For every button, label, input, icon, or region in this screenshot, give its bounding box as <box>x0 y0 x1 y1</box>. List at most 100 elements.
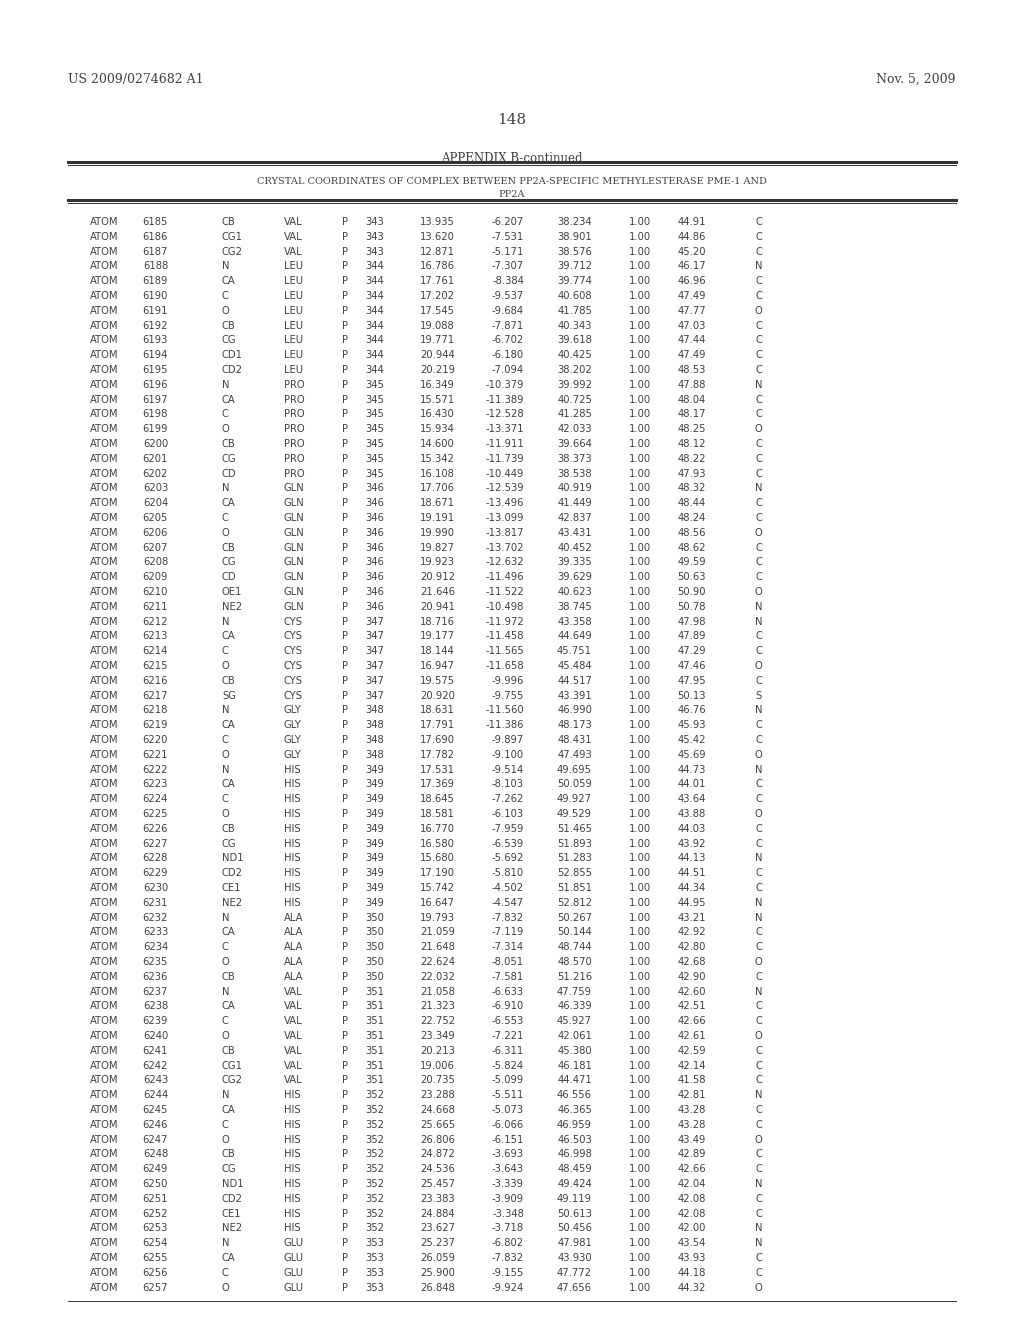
Text: 148: 148 <box>498 114 526 127</box>
Text: C: C <box>755 335 762 346</box>
Text: 1.00: 1.00 <box>629 587 651 597</box>
Text: C: C <box>755 795 762 804</box>
Text: P: P <box>342 883 348 894</box>
Text: LEU: LEU <box>284 290 303 301</box>
Text: -7.307: -7.307 <box>492 261 524 272</box>
Text: 6222: 6222 <box>142 764 168 775</box>
Text: 1.00: 1.00 <box>629 1016 651 1026</box>
Text: ATOM: ATOM <box>90 1105 119 1115</box>
Text: 42.00: 42.00 <box>678 1224 706 1233</box>
Text: 40.425: 40.425 <box>557 350 592 360</box>
Text: N: N <box>222 912 229 923</box>
Text: 47.89: 47.89 <box>678 631 706 642</box>
Text: N: N <box>755 986 762 997</box>
Text: 46.990: 46.990 <box>557 705 592 715</box>
Text: 6244: 6244 <box>142 1090 168 1100</box>
Text: C: C <box>755 350 762 360</box>
Text: 351: 351 <box>365 1045 384 1056</box>
Text: ATOM: ATOM <box>90 809 119 818</box>
Text: 1.00: 1.00 <box>629 1150 651 1159</box>
Text: 22.624: 22.624 <box>420 957 455 968</box>
Text: 346: 346 <box>366 557 384 568</box>
Text: 16.647: 16.647 <box>420 898 455 908</box>
Text: 17.761: 17.761 <box>420 276 455 286</box>
Text: 352: 352 <box>365 1090 384 1100</box>
Text: O: O <box>222 1283 229 1292</box>
Text: 50.90: 50.90 <box>678 587 706 597</box>
Text: 50.78: 50.78 <box>678 602 706 611</box>
Text: GLN: GLN <box>284 528 305 537</box>
Text: P: P <box>342 587 348 597</box>
Text: 6192: 6192 <box>142 321 168 330</box>
Text: 51.893: 51.893 <box>557 838 592 849</box>
Text: C: C <box>755 321 762 330</box>
Text: C: C <box>222 290 229 301</box>
Text: N: N <box>755 616 762 627</box>
Text: 42.51: 42.51 <box>677 1002 706 1011</box>
Text: 46.503: 46.503 <box>557 1135 592 1144</box>
Text: P: P <box>342 335 348 346</box>
Text: 6201: 6201 <box>142 454 168 463</box>
Text: VAL: VAL <box>284 1045 303 1056</box>
Text: -5.171: -5.171 <box>492 247 524 256</box>
Text: P: P <box>342 1076 348 1085</box>
Text: 42.59: 42.59 <box>677 1045 706 1056</box>
Text: 6200: 6200 <box>142 440 168 449</box>
Text: ATOM: ATOM <box>90 395 119 405</box>
Text: 346: 346 <box>366 543 384 553</box>
Text: 1.00: 1.00 <box>629 409 651 420</box>
Text: ATOM: ATOM <box>90 380 119 389</box>
Text: -7.959: -7.959 <box>492 824 524 834</box>
Text: PRO: PRO <box>284 440 304 449</box>
Text: GLN: GLN <box>284 557 305 568</box>
Text: P: P <box>342 440 348 449</box>
Text: 1.00: 1.00 <box>629 928 651 937</box>
Text: 48.570: 48.570 <box>557 957 592 968</box>
Text: C: C <box>755 1193 762 1204</box>
Text: 38.576: 38.576 <box>557 247 592 256</box>
Text: ATOM: ATOM <box>90 440 119 449</box>
Text: O: O <box>755 424 762 434</box>
Text: N: N <box>755 912 762 923</box>
Text: ATOM: ATOM <box>90 602 119 611</box>
Text: 6249: 6249 <box>142 1164 168 1175</box>
Text: 22.032: 22.032 <box>420 972 455 982</box>
Text: 17.369: 17.369 <box>420 779 455 789</box>
Text: 42.90: 42.90 <box>678 972 706 982</box>
Text: 1.00: 1.00 <box>629 1031 651 1041</box>
Text: 25.457: 25.457 <box>420 1179 455 1189</box>
Text: LEU: LEU <box>284 306 303 315</box>
Text: ALA: ALA <box>284 928 303 937</box>
Text: ATOM: ATOM <box>90 424 119 434</box>
Text: -9.755: -9.755 <box>492 690 524 701</box>
Text: O: O <box>755 957 762 968</box>
Text: 50.144: 50.144 <box>557 928 592 937</box>
Text: ATOM: ATOM <box>90 557 119 568</box>
Text: P: P <box>342 647 348 656</box>
Text: US 2009/0274682 A1: US 2009/0274682 A1 <box>68 73 204 86</box>
Text: 39.712: 39.712 <box>557 261 592 272</box>
Text: 21.323: 21.323 <box>420 1002 455 1011</box>
Text: 39.335: 39.335 <box>557 557 592 568</box>
Text: C: C <box>755 869 762 878</box>
Text: CG: CG <box>222 454 237 463</box>
Text: ND1: ND1 <box>222 854 244 863</box>
Text: NE2: NE2 <box>222 898 242 908</box>
Text: -3.718: -3.718 <box>492 1224 524 1233</box>
Text: P: P <box>342 1209 348 1218</box>
Text: 48.44: 48.44 <box>678 498 706 508</box>
Text: 43.21: 43.21 <box>678 912 706 923</box>
Text: 42.81: 42.81 <box>678 1090 706 1100</box>
Text: 42.61: 42.61 <box>677 1031 706 1041</box>
Text: 26.059: 26.059 <box>420 1253 455 1263</box>
Text: GLY: GLY <box>284 735 302 744</box>
Text: SG: SG <box>222 690 236 701</box>
Text: 345: 345 <box>366 380 384 389</box>
Text: ATOM: ATOM <box>90 957 119 968</box>
Text: 6185: 6185 <box>142 216 168 227</box>
Text: -13.371: -13.371 <box>485 424 524 434</box>
Text: 351: 351 <box>365 1031 384 1041</box>
Text: CB: CB <box>222 543 236 553</box>
Text: -13.817: -13.817 <box>485 528 524 537</box>
Text: 1.00: 1.00 <box>629 321 651 330</box>
